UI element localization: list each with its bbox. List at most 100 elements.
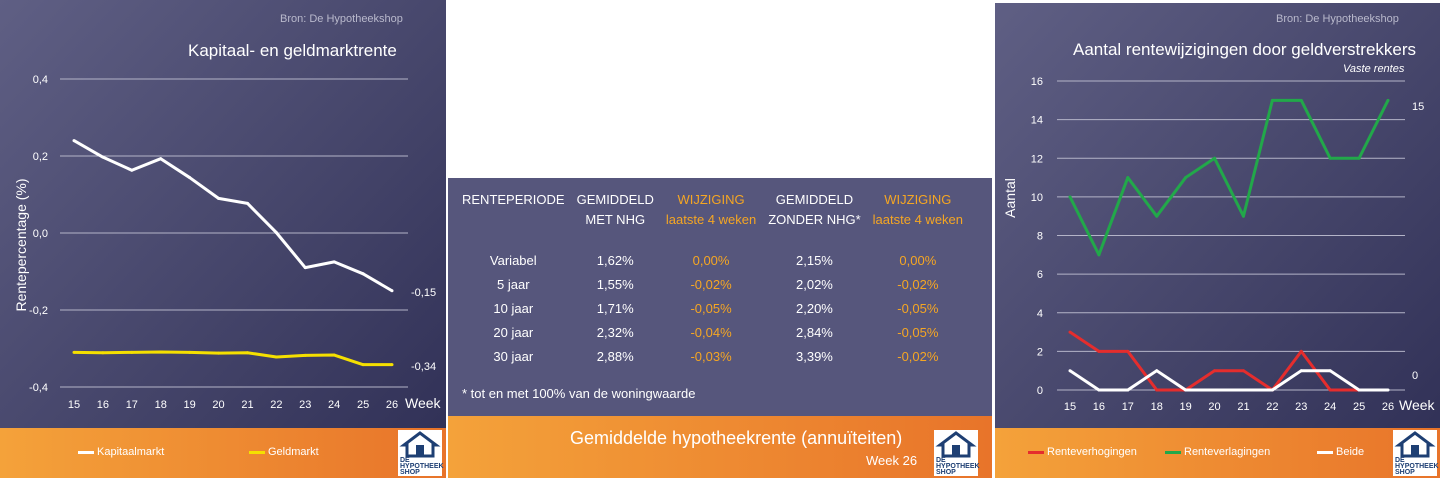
data-point — [1213, 388, 1217, 392]
legend-bar: Renteverhogingen Renteverlagingen Beide … — [995, 428, 1440, 478]
data-point — [1241, 388, 1245, 392]
table-cell: 5 jaar — [497, 276, 530, 292]
data-point — [130, 350, 134, 354]
table-row: Variabel 1,62% 0,00% 2,15% 0,00% — [456, 248, 969, 272]
series-line — [1069, 330, 1360, 392]
x-tick-label: 18 — [155, 399, 167, 411]
y-axis-label: Rentepercentage (%) — [13, 178, 29, 311]
table-row: 10 jaar 1,71% -0,05% 2,20% -0,05% — [456, 296, 969, 320]
legend-item-renteverhogingen: Renteverhogingen — [1028, 446, 1137, 458]
data-point — [361, 272, 365, 276]
header-line: laatste 4 weken — [872, 212, 964, 227]
x-tick-label: 23 — [299, 399, 311, 411]
legend-item-renteverlagingen: Renteverlagingen — [1165, 446, 1270, 458]
x-tick-label: 26 — [386, 399, 398, 411]
data-point — [390, 363, 394, 367]
y-tick-label: 16 — [1031, 76, 1043, 88]
table-header-cell: GEMIDDELD MET NHG — [571, 190, 660, 230]
data-point — [1241, 369, 1245, 373]
y-tick-label: 4 — [1037, 308, 1043, 320]
logo-text: DE HYPOTHEEK SHOP — [400, 457, 444, 476]
y-tick-label: -0,4 — [29, 382, 48, 394]
data-point — [1386, 98, 1390, 102]
table-footer-title: Gemiddelde hypotheekrente (annuïteiten) — [570, 428, 903, 448]
y-tick-label: 6 — [1037, 269, 1043, 281]
series-kapitaalmarkt: -0,15 — [72, 139, 436, 299]
data-point — [1126, 176, 1130, 180]
table-spacer — [456, 230, 969, 248]
data-point — [245, 201, 249, 205]
table-header-cell: WIJZIGING laatste 4 weken — [867, 190, 969, 230]
y-axis-label: Aantal — [1002, 178, 1018, 218]
data-point — [101, 155, 105, 159]
rate-changes-panel: Bron: De Hypotheekshop Aantal rentewijzi… — [995, 3, 1440, 478]
series-geldmarkt: -0,34 — [72, 350, 436, 373]
data-point — [1328, 369, 1332, 373]
y-tick-label: 0,2 — [33, 151, 48, 163]
data-point — [1328, 156, 1332, 160]
data-point — [332, 260, 336, 264]
logo-text: DE HYPOTHEEK SHOP — [1395, 457, 1439, 476]
table-cell: 1,62% — [596, 252, 634, 268]
data-point — [188, 350, 192, 354]
data-point — [1213, 369, 1217, 373]
table-cell: 2,84% — [796, 324, 833, 340]
legend-label: Renteverlagingen — [1184, 446, 1271, 458]
chart-title: Aantal rentewijzigingen door geldverstre… — [1073, 40, 1417, 59]
data-point — [217, 351, 221, 355]
hypotheekshop-logo: DE HYPOTHEEK SHOP — [934, 430, 980, 476]
chart-subtitle: Vaste rentes — [1343, 63, 1405, 75]
legend-label: Geldmarkt — [268, 446, 319, 458]
data-point — [1241, 214, 1245, 218]
mortgage-rate-table-panel: RENTEPERIODE GEMIDDELD MET NHG WIJZIGING laa… — [448, 178, 992, 478]
y-tick-label: 14 — [1031, 115, 1043, 127]
data-point — [1155, 369, 1159, 373]
table-cell: 1,71% — [596, 300, 634, 316]
end-value-label: 15 — [1412, 101, 1424, 113]
hypotheekshop-logo: DE HYPOTHEEK SHOP — [398, 430, 444, 476]
series-line — [1069, 369, 1388, 392]
header-line: ZONDER NHG* — [768, 212, 861, 227]
end-value-label: 0 — [1412, 370, 1418, 382]
table-footer-week: Week 26 — [866, 453, 918, 468]
x-axis-label: Week — [1399, 397, 1436, 413]
table-cell: 30 jaar — [493, 348, 534, 364]
legend-swatch — [78, 450, 94, 454]
data-point — [332, 353, 336, 357]
data-point — [1270, 388, 1274, 392]
house-icon — [399, 431, 441, 458]
end-value-label: -0,34 — [411, 361, 436, 373]
table-cell: 2,88% — [596, 348, 634, 364]
data-point — [390, 289, 394, 293]
table-footnote: * tot en met 100% van de woningwaarde — [462, 386, 696, 401]
legend-bar: Kapitaalmarkt Geldmarkt DE HYPOTHEEK SHO… — [0, 428, 446, 478]
data-point — [1270, 98, 1274, 102]
capital-money-market-panel: Bron: De Hypotheekshop Kapitaal- en geld… — [0, 0, 446, 478]
legend-label: Renteverhogingen — [1047, 446, 1137, 458]
x-tick-label: 15 — [68, 399, 80, 411]
data-point — [217, 196, 221, 200]
house-icon — [1394, 431, 1436, 458]
table-cell: Variabel — [489, 252, 537, 268]
data-point — [1299, 349, 1303, 353]
x-tick-label: 23 — [1295, 401, 1307, 413]
x-tick-label: 24 — [1324, 401, 1336, 413]
data-point — [1068, 330, 1072, 334]
logo-text: DE HYPOTHEEK SHOP — [936, 457, 980, 476]
header-line: MET NHG — [585, 212, 646, 227]
header-line: GEMIDDELD — [775, 192, 854, 207]
table-footer: Gemiddelde hypotheekrente (annuïteiten) … — [448, 416, 992, 478]
x-tick-label: 21 — [241, 399, 253, 411]
table-cell: 3,39% — [796, 348, 833, 364]
data-point — [303, 266, 307, 270]
x-tick-label: 20 — [1208, 401, 1220, 413]
table-cell: 10 jaar — [493, 300, 534, 316]
y-tick-label: -0,2 — [29, 305, 48, 317]
legend-swatch — [1165, 450, 1181, 454]
source-label: Bron: De Hypotheekshop — [1276, 13, 1399, 25]
table-cell: -0,05% — [690, 300, 732, 316]
legend-label: Beide — [1336, 446, 1365, 458]
table-cell: -0,03% — [690, 348, 732, 364]
series-line — [73, 139, 393, 293]
legend-item-beide: Beide — [1317, 446, 1364, 458]
